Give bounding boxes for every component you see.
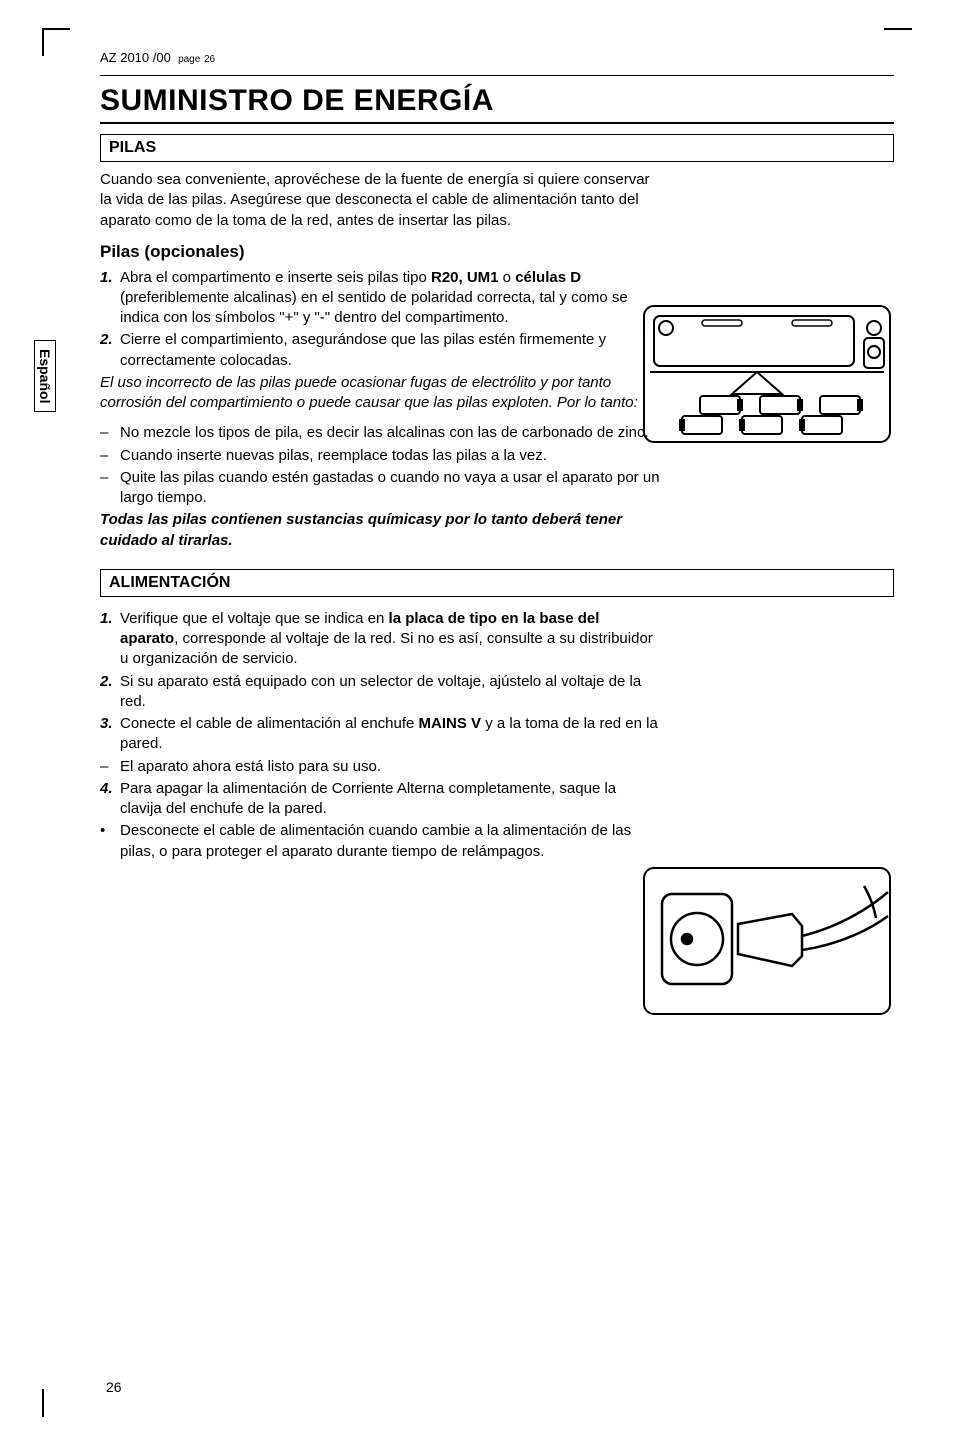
step-number: 3. xyxy=(100,714,120,755)
step-number: 1. xyxy=(100,609,120,670)
page-number: 26 xyxy=(106,1379,122,1395)
step-text: Abra el compartimento e inserte seis pil… xyxy=(120,268,660,329)
text: Verifique que el voltaje que se indica e… xyxy=(120,610,389,627)
step-text: Para apagar la alimentación de Corriente… xyxy=(120,779,660,820)
page-title: SUMINISTRO DE ENERGÍA xyxy=(100,84,894,118)
wall-plug-figure xyxy=(642,866,892,1016)
page-word: page xyxy=(178,54,200,65)
step-text: Conecte el cable de alimentación al ench… xyxy=(120,714,660,755)
bullet-text: Desconecte el cable de alimentación cuan… xyxy=(120,821,660,862)
list-item: –Cuando inserte nuevas pilas, reemplace … xyxy=(100,446,660,466)
page-content: Español AZ 2010 /00 page 26 SUMINISTRO D… xyxy=(100,50,894,1395)
list-item: •Desconecte el cable de alimentación cua… xyxy=(100,821,660,862)
italic-note: El uso incorrecto de las pilas puede oca… xyxy=(100,373,660,414)
page-number-small: 26 xyxy=(204,54,215,65)
battery-compartment-figure xyxy=(642,304,892,444)
step-text: Si su aparato está equipado con un selec… xyxy=(120,672,660,713)
step-number: 4. xyxy=(100,779,120,820)
dash-text: Quite las pilas cuando estén gastadas o … xyxy=(120,468,660,509)
title-underline xyxy=(100,122,894,124)
text: o xyxy=(499,269,516,286)
text-bold: células D xyxy=(515,269,581,286)
list-item: 4. Para apagar la alimentación de Corrie… xyxy=(100,779,660,820)
text-bold: MAINS V xyxy=(419,715,482,732)
text: (preferiblemente alcalinas) en el sentid… xyxy=(120,289,628,326)
dash-text: No mezcle los tipos de pila, es decir la… xyxy=(120,423,660,443)
text: , corresponde al voltaje de la red. Si n… xyxy=(120,630,653,667)
body-column: Cuando sea conveniente, aprovéchese de l… xyxy=(100,170,660,551)
body-column: 1. Verifique que el voltaje que se indic… xyxy=(100,609,660,862)
dash-marker: – xyxy=(100,468,120,509)
dash-text: El aparato ahora está listo para su uso. xyxy=(120,757,660,777)
language-tab: Español xyxy=(34,340,56,412)
list-item: –El aparato ahora está listo para su uso… xyxy=(100,757,660,777)
crop-mark xyxy=(42,28,70,56)
step-text: Cierre el compartimiento, asegurándose q… xyxy=(120,330,660,371)
crop-mark xyxy=(42,1389,70,1417)
step-number: 2. xyxy=(100,330,120,371)
text-bold: R20, UM1 xyxy=(431,269,499,286)
text: Conecte el cable de alimentación al ench… xyxy=(120,715,419,732)
divider xyxy=(100,75,894,76)
step-number: 2. xyxy=(100,672,120,713)
section-heading-alimentacion: ALIMENTACIÓN xyxy=(100,569,894,597)
list-item: 2. Cierre el compartimiento, asegurándos… xyxy=(100,330,660,371)
warning-text: Todas las pilas contienen sustancias quí… xyxy=(100,510,660,551)
running-header: AZ 2010 /00 page 26 xyxy=(100,50,894,65)
dash-marker: – xyxy=(100,423,120,443)
subheading-pilas-opcionales: Pilas (opcionales) xyxy=(100,241,660,264)
intro-text: Cuando sea conveniente, aprovéchese de l… xyxy=(100,170,660,231)
list-item: 2. Si su aparato está equipado con un se… xyxy=(100,672,660,713)
list-item: –No mezcle los tipos de pila, es decir l… xyxy=(100,423,660,443)
list-item: 1. Verifique que el voltaje que se indic… xyxy=(100,609,660,670)
bullet-marker: • xyxy=(100,821,120,862)
step-text: Verifique que el voltaje que se indica e… xyxy=(120,609,660,670)
doc-code: AZ 2010 /00 xyxy=(100,50,171,65)
list-item: 3. Conecte el cable de alimentación al e… xyxy=(100,714,660,755)
step-number: 1. xyxy=(100,268,120,329)
dash-marker: – xyxy=(100,446,120,466)
section-heading-pilas: PILAS xyxy=(100,134,894,162)
list-item: –Quite las pilas cuando estén gastadas o… xyxy=(100,468,660,509)
text: Abra el compartimento e inserte seis pil… xyxy=(120,269,431,286)
list-item: 1. Abra el compartimento e inserte seis … xyxy=(100,268,660,329)
dash-marker: – xyxy=(100,757,120,777)
dash-text: Cuando inserte nuevas pilas, reemplace t… xyxy=(120,446,660,466)
